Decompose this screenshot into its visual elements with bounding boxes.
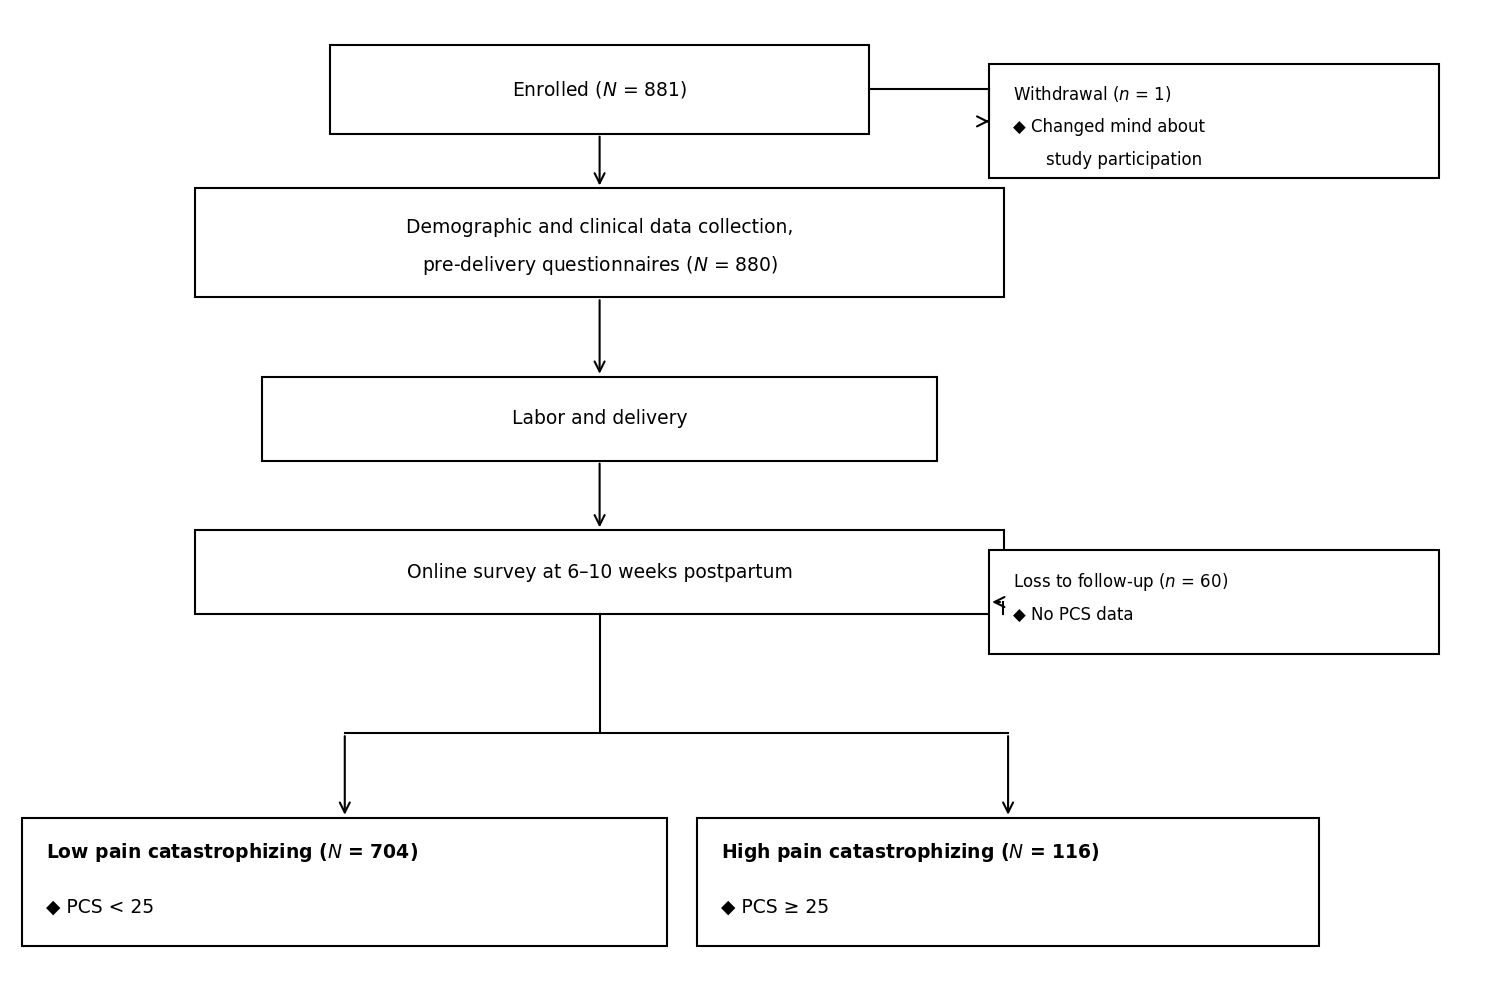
Text: ◆ Changed mind about: ◆ Changed mind about bbox=[1013, 118, 1205, 136]
Text: Labor and delivery: Labor and delivery bbox=[511, 409, 688, 428]
Bar bbox=[195, 188, 1004, 297]
Text: study participation: study participation bbox=[1046, 151, 1202, 168]
Text: pre-delivery questionnaires ($N$ = 880): pre-delivery questionnaires ($N$ = 880) bbox=[421, 254, 778, 277]
Bar bbox=[22, 818, 667, 946]
Text: Loss to follow-up ($n$ = 60): Loss to follow-up ($n$ = 60) bbox=[1013, 571, 1229, 593]
Text: Enrolled ($N$ = 881): Enrolled ($N$ = 881) bbox=[513, 78, 687, 100]
Text: High pain catastrophizing ($\it{N}$ = 116): High pain catastrophizing ($\it{N}$ = 11… bbox=[721, 840, 1100, 864]
Text: Low pain catastrophizing ($\it{N}$ = 704): Low pain catastrophizing ($\it{N}$ = 704… bbox=[46, 840, 418, 864]
Bar bbox=[989, 64, 1439, 178]
Bar bbox=[989, 550, 1439, 654]
Text: Demographic and clinical data collection,: Demographic and clinical data collection… bbox=[406, 218, 793, 238]
Text: ◆ PCS < 25: ◆ PCS < 25 bbox=[46, 897, 154, 917]
Bar bbox=[262, 377, 937, 461]
Bar bbox=[195, 530, 1004, 614]
Text: Withdrawal ($n$ = 1): Withdrawal ($n$ = 1) bbox=[1013, 84, 1172, 104]
Text: Online survey at 6–10 weeks postpartum: Online survey at 6–10 weeks postpartum bbox=[406, 563, 793, 582]
Bar bbox=[697, 818, 1319, 946]
Bar bbox=[330, 45, 869, 134]
Text: ◆ PCS ≥ 25: ◆ PCS ≥ 25 bbox=[721, 897, 829, 917]
Text: ◆ No PCS data: ◆ No PCS data bbox=[1013, 606, 1133, 623]
